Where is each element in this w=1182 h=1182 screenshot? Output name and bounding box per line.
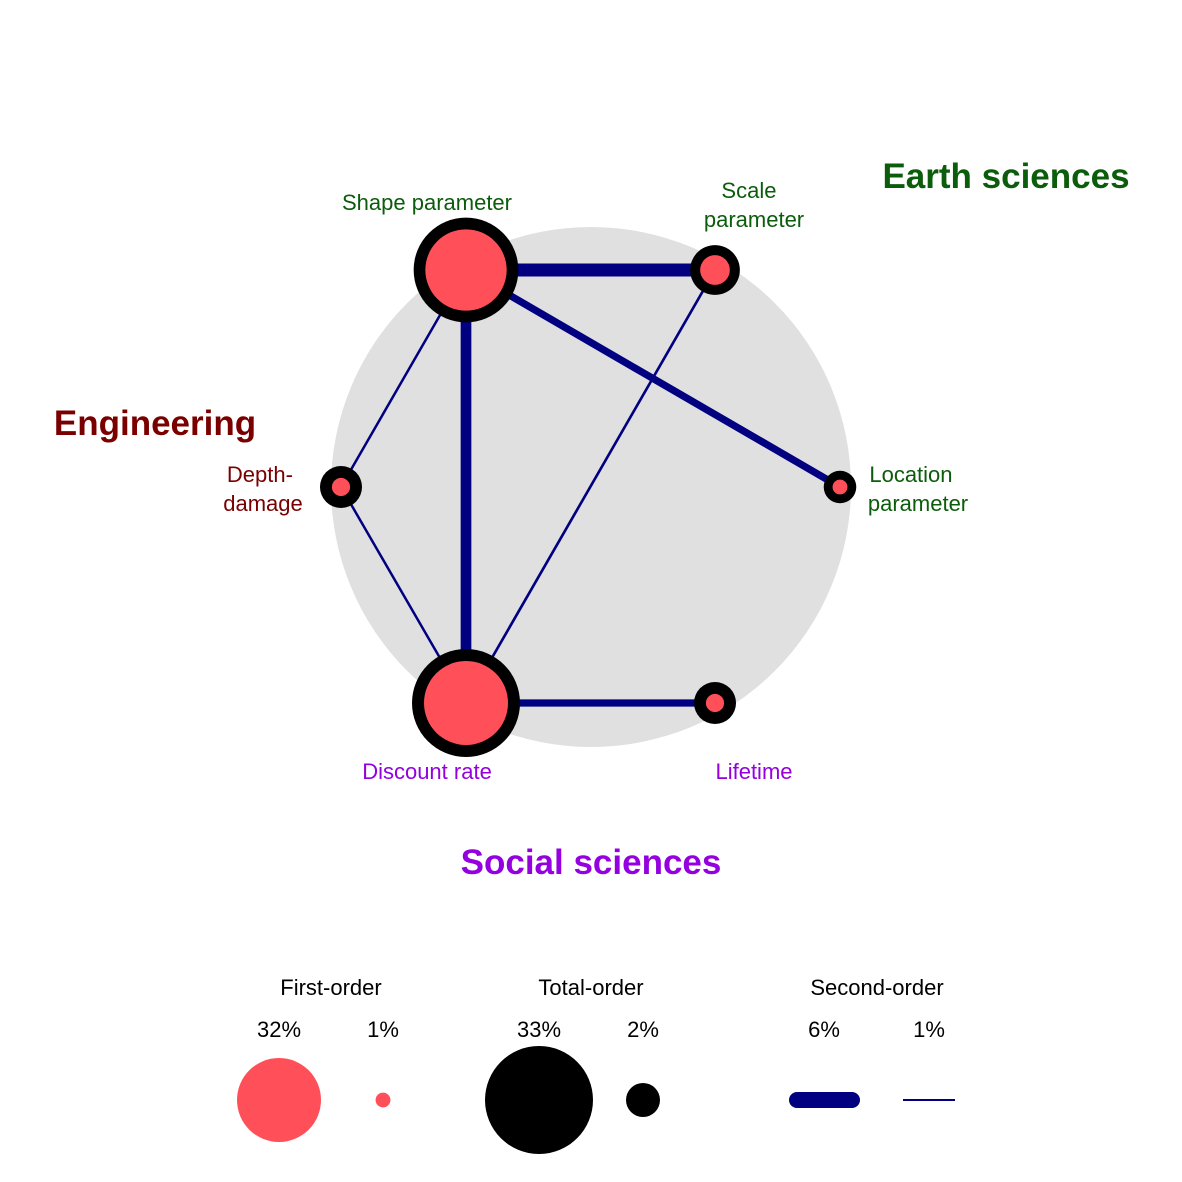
- legend-label-total-order-high: 33%: [517, 1017, 561, 1042]
- legend-title-second-order: Second-order: [810, 975, 943, 1000]
- legend-title-first-order: First-order: [280, 975, 381, 1000]
- node-shape-first-order: [425, 229, 507, 311]
- legend-label-total-order-low: 2%: [627, 1017, 659, 1042]
- legend-first-order-high-marker: [237, 1058, 321, 1142]
- group-label-social-sciences: Social sciences: [461, 843, 722, 882]
- node-label-depth: Depth- damage: [223, 462, 303, 516]
- parameter-labels: Shape parameter Scale parameter Location…: [223, 178, 968, 784]
- group-label-earth-sciences: Earth sciences: [882, 157, 1129, 196]
- node-location-first-order: [832, 479, 848, 495]
- legend-label-second-order-low: 1%: [913, 1017, 945, 1042]
- node-label-scale: Scale parameter: [704, 178, 804, 232]
- group-label-engineering: Engineering: [54, 404, 256, 443]
- legend-label-second-order-high: 6%: [808, 1017, 840, 1042]
- node-discount-first-order: [424, 661, 508, 745]
- edge-discount-scale: [464, 269, 717, 704]
- legend-label-first-order-low: 1%: [367, 1017, 399, 1042]
- node-label-location: Location parameter: [868, 462, 968, 516]
- node-label-lifetime: Lifetime: [715, 759, 792, 784]
- legend-label-first-order-high: 32%: [257, 1017, 301, 1042]
- legend-total-order-high-marker: [485, 1046, 593, 1154]
- node-depth-first-order: [331, 477, 351, 497]
- parameter-nodes: [319, 217, 857, 757]
- node-scale-first-order: [700, 255, 730, 285]
- node-label-shape: Shape parameter: [342, 190, 512, 215]
- legend: First-order Total-order Second-order 32%…: [237, 975, 955, 1154]
- legend-first-order-low-marker: [375, 1092, 391, 1108]
- legend-total-order-low-marker: [626, 1083, 660, 1117]
- second-order-edges: [339, 263, 842, 707]
- node-label-discount: Discount rate: [362, 759, 492, 784]
- node-lifetime-first-order: [705, 693, 725, 713]
- legend-title-total-order: Total-order: [538, 975, 643, 1000]
